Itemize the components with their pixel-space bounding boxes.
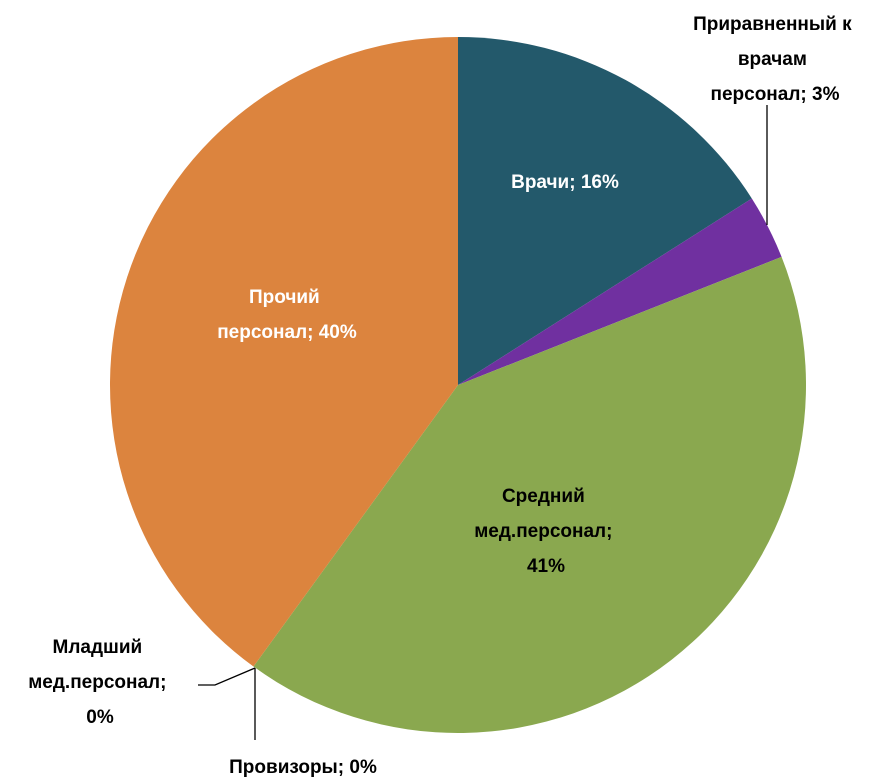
- pie-slice: [458, 37, 752, 385]
- label-line: персонал; 40%: [217, 322, 357, 343]
- data-label: Приравненный к врачам персонал; 3%: [693, 14, 857, 105]
- data-label: Провизоры; 0%: [229, 757, 377, 778]
- label-line: Средний: [502, 486, 590, 507]
- pie-slice: [110, 37, 458, 667]
- pie-slice: [253, 256, 806, 733]
- label-line: Врачи; 16%: [511, 172, 619, 193]
- label-line: Приравненный к: [693, 14, 857, 35]
- pie-slice: [458, 198, 782, 385]
- label-line: Младший: [53, 637, 148, 658]
- label-line: персонал; 3%: [710, 84, 839, 105]
- data-label: Младший мед.персонал; 0%: [28, 637, 172, 728]
- label-line: Прочий: [249, 287, 325, 308]
- label-line: 41%: [527, 556, 565, 577]
- label-line: 0%: [86, 707, 114, 728]
- label-line: мед.персонал;: [28, 672, 172, 693]
- leader-line: [198, 667, 256, 686]
- data-label: Врачи; 16%: [511, 172, 619, 193]
- label-line: Провизоры; 0%: [229, 757, 377, 778]
- data-label: Прочий персонал; 40%: [217, 287, 357, 343]
- data-label: Средний мед.персонал; 41%: [474, 486, 618, 577]
- label-line: мед.персонал;: [474, 521, 618, 542]
- label-line: врачам: [738, 49, 812, 70]
